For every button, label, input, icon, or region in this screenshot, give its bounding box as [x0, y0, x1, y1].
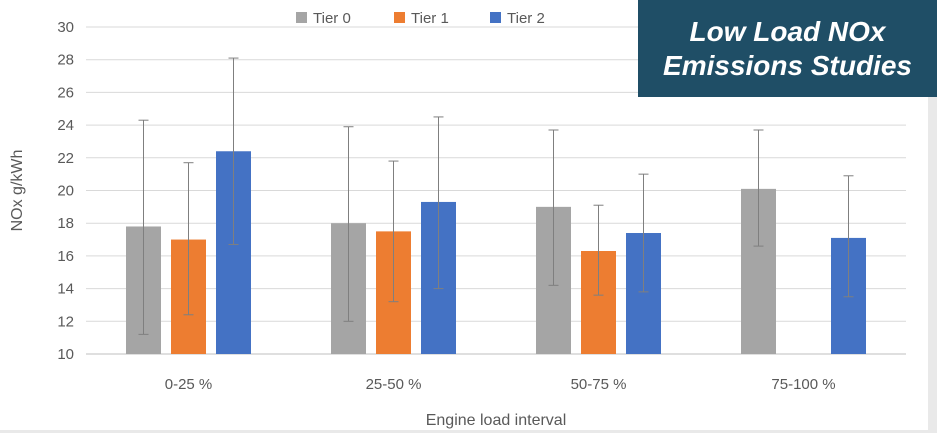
y-tick-label: 26	[57, 84, 74, 101]
title-line-2: Emissions Studies	[663, 49, 912, 81]
title-line-1: Low Load NOx	[689, 15, 886, 47]
legend-label: Tier 2	[507, 10, 545, 27]
legend-swatch	[490, 12, 501, 23]
legend-label: Tier 1	[411, 10, 449, 27]
y-tick-label: 22	[57, 150, 74, 167]
y-tick-label: 10	[57, 346, 74, 363]
y-tick-label: 16	[57, 248, 74, 265]
y-tick-label: 24	[57, 117, 74, 134]
error-bars	[138, 57, 854, 335]
y-tick-label: 12	[57, 313, 74, 330]
y-tick-label: 14	[57, 281, 74, 298]
x-tick-label: 25-50 %	[366, 376, 422, 393]
x-axis-title: Engine load interval	[426, 412, 567, 429]
title-banner: Low Load NOx Emissions Studies	[638, 0, 937, 97]
legend-label: Tier 0	[313, 10, 351, 27]
x-tick-label: 75-100 %	[771, 376, 835, 393]
x-tick-label: 0-25 %	[165, 376, 213, 393]
y-tick-label: 20	[57, 183, 74, 200]
legend-swatch	[296, 12, 307, 23]
y-tick-labels: 10 12 14 16 18 20 22 24 26 28 30	[57, 19, 74, 363]
legend: Tier 0 Tier 1 Tier 2	[296, 10, 545, 27]
bars	[126, 151, 866, 354]
x-tick-label: 50-75 %	[571, 376, 627, 393]
frame-edge-bottom	[0, 430, 928, 433]
y-axis-title: NOx g/kWh	[9, 150, 26, 232]
legend-swatch	[394, 12, 405, 23]
y-tick-label: 30	[57, 19, 74, 36]
x-tick-labels: 0-25 % 25-50 % 50-75 % 75-100 %	[165, 376, 836, 393]
y-tick-label: 18	[57, 215, 74, 232]
y-tick-label: 28	[57, 52, 74, 69]
frame-edge-right	[928, 97, 937, 433]
